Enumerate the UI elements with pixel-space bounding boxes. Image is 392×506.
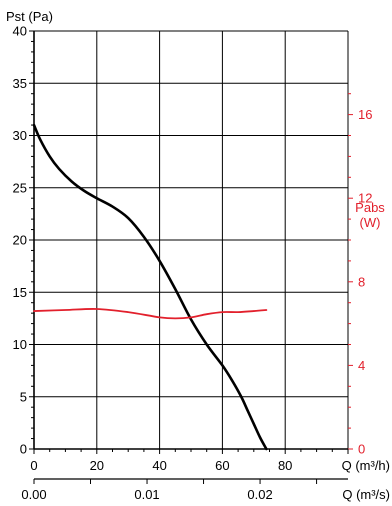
x-bottom-tick-label: 0.00 — [21, 487, 46, 502]
x-top-tick-label: 40 — [152, 458, 166, 473]
data-series — [32, 123, 268, 451]
y-right-tick-label: 8 — [358, 274, 365, 289]
x-top-tick-label: 20 — [90, 458, 104, 473]
x-top-tick-label: 0 — [30, 458, 37, 473]
x-bottom-tick-label: 0.02 — [247, 487, 272, 502]
y-left-tick-label: 30 — [13, 128, 27, 143]
y-left-tick-label: 15 — [13, 285, 27, 300]
pressure-curve — [32, 123, 268, 451]
axis-labels: 0 5 10 15 20 25 30 35 40 0 4 8 12 16 0 20 40 60 80 0.00 0.01… — [6, 9, 390, 502]
y-right-axis-title: Pabs — [355, 200, 385, 215]
y-right-tick-label: 12 — [358, 191, 372, 206]
x-top-tick-label: 60 — [215, 458, 229, 473]
y-left-tick-label: 20 — [13, 233, 27, 248]
y-left-tick-label: 10 — [13, 337, 27, 352]
x-bottom-tick-label: 0.01 — [134, 487, 159, 502]
y-left-tick-label: 25 — [13, 180, 27, 195]
y-right-tick-label: 0 — [358, 442, 365, 457]
x-bottom-axis-title: Q (m³/s) — [342, 487, 390, 502]
grid-lines — [34, 31, 348, 449]
y-right-tick-label: 16 — [358, 107, 372, 122]
x-top-tick-label: 80 — [278, 458, 292, 473]
y-left-tick-label: 35 — [13, 76, 27, 91]
axes — [29, 30, 353, 484]
y-left-tick-label: 40 — [13, 24, 27, 39]
x-top-axis-title: Q (m³/h) — [342, 458, 390, 473]
y-left-tick-label: 0 — [20, 442, 27, 457]
y-right-tick-label: 4 — [358, 358, 365, 373]
y-right-axis-unit: (W) — [360, 215, 381, 230]
y-left-tick-label: 5 — [20, 389, 27, 404]
power-curve — [33, 308, 268, 320]
y-left-axis-title: Pst (Pa) — [6, 9, 53, 24]
